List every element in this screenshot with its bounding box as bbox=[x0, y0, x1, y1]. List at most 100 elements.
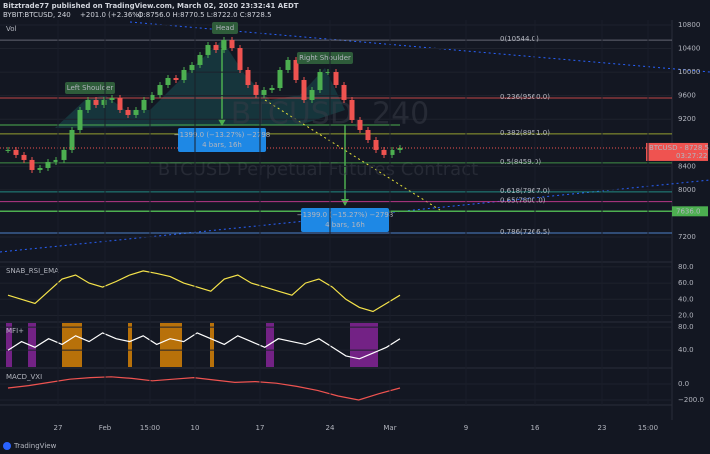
x-tick-label: 15:00 bbox=[638, 424, 658, 432]
annotation-box bbox=[212, 22, 238, 34]
indicator-line bbox=[7, 376, 401, 401]
candle bbox=[189, 64, 195, 70]
x-tick-label: Mar bbox=[383, 424, 396, 432]
y-tick-label: 60.0 bbox=[678, 279, 694, 287]
highlight bbox=[350, 323, 378, 367]
highlight bbox=[6, 323, 12, 367]
candle bbox=[333, 71, 339, 86]
candle bbox=[357, 119, 363, 130]
arrow-head bbox=[218, 119, 226, 126]
candle bbox=[93, 99, 99, 105]
measure-text: 4 bars, 16h bbox=[202, 141, 242, 149]
candle bbox=[317, 71, 323, 91]
change: +201.0 (+2.36%) bbox=[80, 11, 142, 19]
candle bbox=[349, 99, 355, 120]
y-tick-label: 80.0 bbox=[678, 323, 694, 331]
last-price-badge bbox=[646, 142, 708, 161]
annotation: Right Shoulder bbox=[299, 54, 351, 62]
candle bbox=[277, 69, 283, 89]
x-tick-label: 15:00 bbox=[140, 424, 160, 432]
y-tick-label: 10400 bbox=[678, 45, 700, 53]
candle bbox=[173, 77, 179, 80]
candle bbox=[205, 45, 211, 55]
highlight bbox=[28, 323, 36, 367]
candle bbox=[117, 97, 123, 110]
x-tick-label: 23 bbox=[598, 424, 607, 432]
pattern-cloud bbox=[55, 40, 345, 128]
y-tick-label: 0.0 bbox=[678, 380, 689, 388]
arrow-head bbox=[341, 199, 349, 206]
watermark: BTCUSD Perpetual Futures Contract bbox=[158, 159, 478, 180]
fib-label: 0(10544.0) bbox=[500, 35, 539, 43]
measure-text: −1399.0 (−15.27%) −2798 bbox=[297, 211, 394, 219]
x-tick-label: 9 bbox=[464, 424, 468, 432]
candle bbox=[13, 149, 19, 155]
fib-label: 0.786(7266.5) bbox=[500, 228, 550, 236]
footer-logo bbox=[3, 442, 11, 450]
y-tick-label: 10800 bbox=[678, 21, 700, 29]
annotation-box bbox=[297, 52, 353, 64]
candle bbox=[109, 97, 115, 100]
ohlc: O:8756.0 H:8770.5 L:8722.0 C:8728.5 bbox=[138, 11, 272, 19]
y-tick-label: 40.0 bbox=[678, 346, 694, 354]
candle bbox=[181, 69, 187, 80]
annotation: Head bbox=[216, 24, 234, 32]
y-tick-label: 8400 bbox=[678, 162, 696, 170]
candle bbox=[221, 40, 227, 50]
pane-label: MACD_VXI bbox=[6, 373, 42, 381]
candle bbox=[269, 88, 275, 91]
candle bbox=[285, 59, 291, 70]
level-label: 7636.0 bbox=[676, 207, 701, 215]
x-tick-label: 24 bbox=[326, 424, 335, 432]
y-tick-label: 40.0 bbox=[678, 295, 694, 303]
indicator-line bbox=[7, 270, 401, 313]
annotation: Left Shoulder bbox=[67, 84, 114, 92]
candle bbox=[77, 109, 83, 130]
y-tick-label: −200.0 bbox=[678, 396, 704, 404]
footer-brand: TradingView bbox=[13, 442, 57, 450]
candle bbox=[381, 149, 387, 155]
measure-text: −1399.0 (−13.27%) −2798 bbox=[174, 131, 271, 139]
x-tick-label: Feb bbox=[99, 424, 112, 432]
candle bbox=[133, 109, 139, 115]
fib-label: 0.65(7800.0) bbox=[500, 197, 546, 205]
fib-label: 0.236(9560.0) bbox=[500, 93, 550, 101]
candle bbox=[229, 40, 235, 49]
y-tick-label: 20.0 bbox=[678, 312, 694, 320]
candle bbox=[141, 99, 147, 110]
candle bbox=[341, 85, 347, 100]
pane-label: Vol bbox=[6, 25, 17, 33]
candle bbox=[45, 161, 51, 168]
symbol: BYBIT:BTCUSD, 240 bbox=[3, 11, 71, 19]
candle bbox=[53, 159, 59, 162]
candle bbox=[253, 85, 259, 95]
indicator-line bbox=[7, 332, 401, 360]
pane-label: MFI+ bbox=[6, 327, 24, 335]
y-tick-label: 9600 bbox=[678, 92, 696, 100]
level-badge bbox=[672, 206, 708, 217]
highlight bbox=[160, 323, 182, 367]
countdown: 03:27:22 bbox=[676, 152, 707, 160]
x-tick-label: 17 bbox=[256, 424, 265, 432]
candle bbox=[365, 129, 371, 140]
candle bbox=[5, 149, 11, 151]
candle bbox=[261, 90, 267, 95]
last-price-label: BTCUSD - 8728.5 bbox=[649, 144, 709, 152]
y-tick-label: 9200 bbox=[678, 115, 696, 123]
candle bbox=[293, 59, 299, 80]
x-tick-label: 27 bbox=[54, 424, 63, 432]
x-tick-label: 10 bbox=[191, 424, 200, 432]
annotation-box bbox=[65, 82, 115, 94]
highlight bbox=[62, 323, 82, 367]
candle bbox=[101, 99, 107, 105]
pane-label: SNAB_RSI_EMA bbox=[6, 267, 59, 275]
highlight bbox=[128, 323, 132, 367]
publisher: Bitztrade77 published on TradingView.com… bbox=[3, 2, 299, 10]
mfi-highlights bbox=[6, 323, 378, 367]
y-tick-label: 7200 bbox=[678, 233, 696, 241]
candle bbox=[197, 54, 203, 65]
candle bbox=[389, 149, 395, 155]
candle bbox=[125, 109, 131, 115]
candle bbox=[397, 147, 403, 150]
